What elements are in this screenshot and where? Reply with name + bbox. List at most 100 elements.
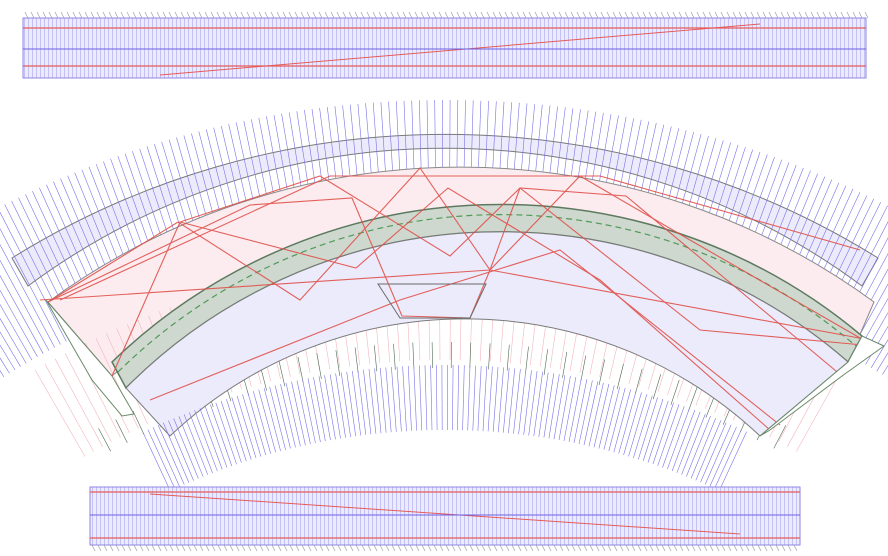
edge-tick <box>403 544 408 552</box>
radial-line <box>335 350 341 376</box>
edge-tick <box>42 11 47 19</box>
edge-tick <box>120 11 125 19</box>
edge-tick <box>108 11 113 19</box>
edge-tick <box>144 11 149 19</box>
edge-tick <box>661 544 666 552</box>
edge-tick <box>456 11 461 19</box>
radial-line <box>523 370 532 435</box>
radial-line <box>647 400 669 463</box>
edge-tick <box>757 544 762 552</box>
edge-tick <box>697 544 702 552</box>
radial-line <box>352 370 361 436</box>
edge-tick <box>594 11 599 19</box>
edge-tick <box>654 11 659 19</box>
edge-tick <box>306 11 311 19</box>
edge-tick <box>787 544 792 552</box>
edge-tick <box>223 544 228 552</box>
radial-line <box>462 365 465 431</box>
radial-line <box>487 366 493 432</box>
radial-line <box>603 386 621 450</box>
radial-line <box>558 376 571 441</box>
edge-tick <box>846 11 851 19</box>
edge-tick <box>433 544 438 552</box>
edge-tick <box>439 544 444 552</box>
edge-tick <box>840 11 845 19</box>
edge-tick <box>667 544 672 552</box>
radial-line <box>528 370 538 436</box>
top-straight-strip <box>22 11 869 79</box>
radial-line <box>436 365 438 431</box>
edge-tick <box>180 11 185 19</box>
edge-tick <box>211 544 216 552</box>
radial-line <box>231 397 252 460</box>
radial-line <box>291 381 306 446</box>
edge-tick <box>780 11 785 19</box>
radial-line <box>142 431 171 492</box>
radial-line <box>670 380 680 405</box>
radial-line <box>335 373 346 438</box>
edge-tick <box>361 544 366 552</box>
radial-line <box>204 406 228 468</box>
radial-line <box>588 382 604 447</box>
edge-tick <box>565 544 570 552</box>
radial-line <box>189 412 213 474</box>
edge-tick <box>181 544 186 552</box>
edge-tick <box>282 11 287 19</box>
edge-tick <box>505 544 510 552</box>
radial-line <box>354 347 359 374</box>
edge-tick <box>709 544 714 552</box>
bottom-strip-diagonal <box>149 493 741 535</box>
edge-tick <box>642 11 647 19</box>
edge-tick <box>606 11 611 19</box>
edge-tick <box>343 544 348 552</box>
edge-tick <box>673 544 678 552</box>
radial-line <box>278 360 286 387</box>
edge-tick <box>342 11 347 19</box>
edge-tick <box>307 544 312 552</box>
edge-tick <box>679 544 684 552</box>
radial-line <box>0 228 61 345</box>
edge-tick <box>559 544 564 552</box>
radial-line <box>616 363 624 390</box>
radial-line <box>0 259 50 351</box>
radial-line <box>419 365 422 431</box>
edge-tick <box>277 544 282 552</box>
edge-tick <box>103 544 108 552</box>
edge-tick <box>493 544 498 552</box>
edge-tick <box>546 11 551 19</box>
radial-line <box>506 344 510 371</box>
left-end-cap <box>45 299 135 417</box>
radial-line <box>0 370 5 378</box>
radial-line <box>168 420 194 481</box>
edge-tick <box>733 544 738 552</box>
edge-tick <box>492 11 497 19</box>
edge-tick <box>289 544 294 552</box>
edge-tick <box>115 544 120 552</box>
radial-line <box>407 365 412 431</box>
radial-line <box>613 389 631 453</box>
edge-tick <box>373 544 378 552</box>
radial-line <box>152 427 180 487</box>
edge-tick <box>156 11 161 19</box>
radial-line <box>690 418 716 479</box>
edge-tick <box>589 544 594 552</box>
edge-tick <box>402 11 407 19</box>
edge-tick <box>360 11 365 19</box>
radial-line <box>548 374 560 439</box>
edge-tick <box>745 544 750 552</box>
radial-line <box>194 410 218 472</box>
edge-tick <box>318 11 323 19</box>
right-end-cap <box>759 335 885 437</box>
edge-tick <box>271 544 276 552</box>
edge-tick <box>714 11 719 19</box>
radial-line <box>583 381 599 446</box>
edge-tick <box>774 11 779 19</box>
radial-line <box>318 376 331 441</box>
edge-tick <box>564 11 569 19</box>
edge-tick <box>252 11 257 19</box>
radial-line <box>618 390 637 454</box>
radial-line <box>0 244 55 348</box>
edge-tick <box>259 544 264 552</box>
radial-line <box>163 422 190 483</box>
edge-tick <box>822 11 827 19</box>
